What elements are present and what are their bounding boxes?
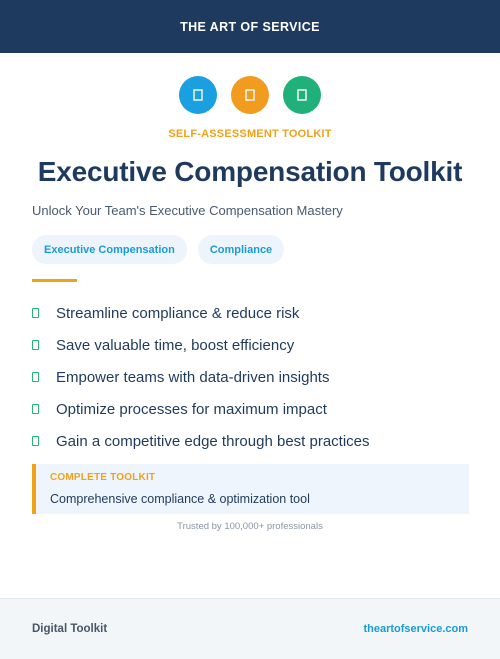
list-item: Optimize processes for maximum impact — [32, 393, 370, 425]
brand-name: THE ART OF SERVICE — [180, 19, 320, 34]
checkbox-icon — [32, 340, 39, 350]
list-item: Gain a competitive edge through best pra… — [32, 425, 370, 457]
trust-statement: Trusted by 100,000+ professionals — [177, 521, 323, 532]
accent-divider — [32, 279, 77, 282]
list-item: Streamline compliance & reduce risk — [32, 297, 370, 329]
list-item: Empower teams with data-driven insights — [32, 361, 370, 393]
toolkit-kicker: SELF-ASSESSMENT TOOLKIT — [168, 128, 332, 140]
website-link[interactable]: theartofservice.com — [363, 623, 468, 635]
blue-badge-icon — [179, 76, 217, 114]
checkbox-icon — [32, 372, 39, 382]
tag-compliance[interactable]: Compliance — [197, 235, 285, 264]
tag-list: Executive Compensation Compliance — [32, 235, 285, 264]
page-title: Executive Compensation Toolkit — [37, 156, 463, 187]
complete-toolkit-callout: COMPLETE TOOLKIT Comprehensive complianc… — [32, 464, 469, 514]
callout-title: COMPLETE TOOLKIT — [50, 472, 156, 483]
callout-body: Comprehensive compliance & optimization … — [50, 492, 310, 506]
list-item: Save valuable time, boost efficiency — [32, 329, 370, 361]
feature-list: Streamline compliance & reduce risk Save… — [32, 297, 370, 457]
checkbox-icon — [32, 436, 39, 446]
icon-row — [0, 76, 500, 114]
feature-label: Gain a competitive edge through best pra… — [56, 432, 370, 450]
page-subtitle: Unlock Your Team's Executive Compensatio… — [32, 203, 343, 218]
feature-label: Save valuable time, boost efficiency — [56, 336, 295, 354]
feature-label: Optimize processes for maximum impact — [56, 400, 327, 418]
green-badge-icon — [283, 76, 321, 114]
tag-executive-compensation[interactable]: Executive Compensation — [32, 235, 187, 264]
checkbox-icon — [32, 308, 39, 318]
top-banner: THE ART OF SERVICE — [0, 0, 500, 53]
footer-label: Digital Toolkit — [32, 623, 108, 635]
footer: Digital Toolkit theartofservice.com — [0, 598, 500, 659]
checkbox-icon — [32, 404, 39, 414]
orange-badge-icon — [231, 76, 269, 114]
feature-label: Empower teams with data-driven insights — [56, 368, 330, 386]
feature-label: Streamline compliance & reduce risk — [56, 304, 300, 322]
